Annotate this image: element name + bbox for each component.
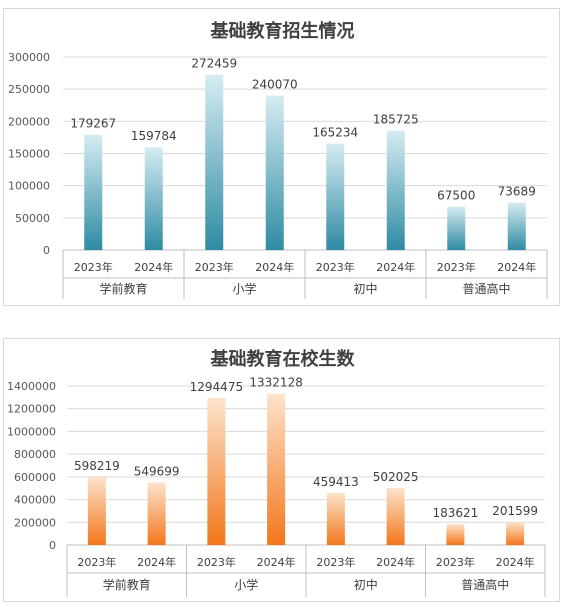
bar — [507, 202, 526, 250]
data-label: 549699 — [134, 465, 180, 479]
chart-panel-enrollment: 基础教育招生情况 0 50000 100000 150000 200000 250000 30… — [3, 8, 560, 306]
y-tick-label: 1400000 — [7, 380, 56, 393]
enrollment-chart: 基础教育招生情况 0 50000 100000 150000 200000 250000 30… — [8, 20, 548, 299]
bar — [84, 134, 103, 250]
chart-title: 基础教育招生情况 — [210, 20, 355, 42]
y-tick-label: 800000 — [14, 448, 56, 461]
y-tick-label: 200000 — [14, 516, 56, 529]
x-tick-label: 2024年 — [376, 555, 415, 569]
x-tick-label: 2023年 — [197, 555, 236, 569]
y-tick-label: 1200000 — [7, 403, 56, 416]
data-label: 240070 — [252, 78, 298, 92]
x-tick-label: 2023年 — [436, 555, 475, 569]
bar — [87, 477, 106, 545]
group-label: 学前教育 — [103, 577, 151, 592]
bar — [446, 524, 465, 545]
group-label: 普通高中 — [462, 281, 510, 296]
x-tick-label: 2024年 — [137, 555, 176, 569]
y-tick-label: 1000000 — [7, 425, 56, 438]
y-tick-label: 250000 — [8, 83, 50, 96]
bar — [265, 95, 284, 251]
bar — [326, 143, 345, 250]
y-tick-label: 150000 — [8, 148, 50, 161]
bar — [386, 130, 405, 250]
bar — [386, 487, 405, 545]
students-chart: 基础教育在校生数 0 200000 400000 600000 800000 1000000… — [7, 348, 546, 597]
bar — [326, 492, 345, 545]
data-label: 502025 — [373, 470, 419, 484]
chart-title: 基础教育在校生数 — [210, 348, 356, 370]
y-tick-label: 400000 — [14, 494, 56, 507]
y-tick-label: 0 — [49, 539, 56, 552]
bar — [207, 397, 226, 545]
chart-panel-students: 基础教育在校生数 0 200000 400000 600000 800000 1000000… — [3, 338, 560, 602]
bar — [147, 482, 166, 545]
x-tick-label: 2024年 — [376, 260, 415, 274]
x-tick-label: 2024年 — [134, 260, 173, 274]
data-label: 183621 — [432, 506, 478, 520]
group-label: 小学 — [234, 577, 258, 592]
bar — [506, 522, 525, 545]
data-label: 1332128 — [249, 376, 302, 390]
x-tick-label: 2023年 — [316, 555, 355, 569]
y-tick-label: 100000 — [8, 180, 50, 193]
data-label: 179267 — [70, 117, 116, 131]
group-label: 初中 — [354, 577, 378, 592]
x-tick-label: 2023年 — [77, 555, 116, 569]
group-label: 学前教育 — [99, 281, 147, 296]
data-label: 459413 — [313, 475, 359, 489]
x-tick-label: 2023年 — [74, 260, 113, 274]
y-tick-label: 300000 — [8, 51, 50, 64]
x-tick-label: 2024年 — [497, 260, 536, 274]
x-tick-label: 2024年 — [255, 260, 294, 274]
bar — [447, 206, 466, 250]
data-label: 1294475 — [190, 380, 243, 394]
x-tick-label: 2023年 — [316, 260, 355, 274]
data-label: 165234 — [312, 126, 358, 140]
data-label: 201599 — [492, 504, 538, 518]
data-label: 272459 — [191, 57, 237, 71]
bar — [144, 147, 163, 250]
y-tick-label: 50000 — [15, 212, 50, 225]
x-tick-label: 2024年 — [496, 555, 535, 569]
y-tick-label: 0 — [43, 244, 50, 257]
data-label: 67500 — [437, 189, 475, 203]
data-label: 159784 — [131, 129, 177, 143]
x-tick-label: 2023年 — [437, 260, 476, 274]
y-tick-label: 600000 — [14, 471, 56, 484]
data-label: 73689 — [498, 185, 536, 199]
x-tick-label: 2024年 — [257, 555, 296, 569]
y-tick-label: 200000 — [8, 115, 50, 128]
group-label: 初中 — [353, 281, 377, 296]
data-label: 598219 — [74, 459, 120, 473]
group-label: 小学 — [232, 281, 256, 296]
x-tick-label: 2023年 — [195, 260, 234, 274]
group-label: 普通高中 — [461, 577, 509, 592]
bar — [205, 74, 224, 250]
bar — [267, 393, 286, 545]
data-label: 185725 — [373, 113, 419, 127]
